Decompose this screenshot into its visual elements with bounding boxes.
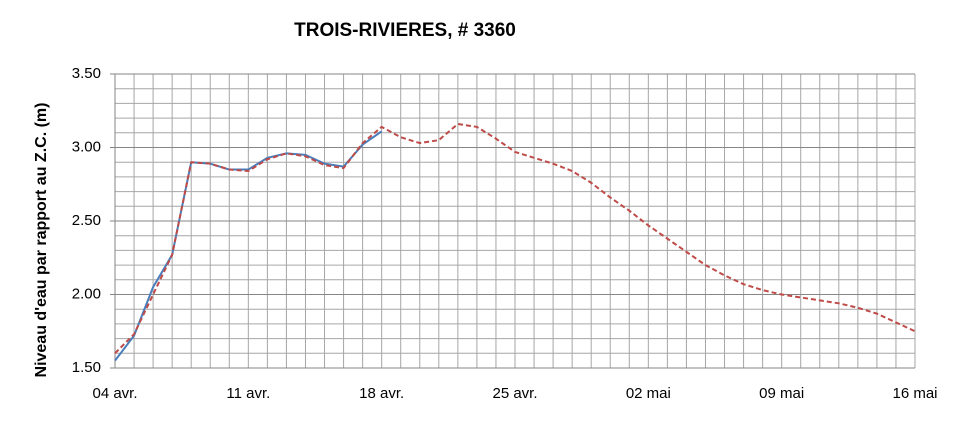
x-tick-label: 25 avr. [492,385,537,402]
x-tick-label: 09 mai [759,385,804,402]
series-line [114,130,383,362]
y-tick-label: 3.50 [72,65,101,82]
chart-title: TROIS-RIVIERES, # 3360 [294,20,516,41]
x-tick-label: 16 mai [892,385,937,402]
y-axis-label: Niveau d'eau par rapport au Z.C. (m) [33,103,50,378]
x-tick-label: 18 avr. [359,385,404,402]
y-tick-label: 2.50 [72,212,101,229]
series-line [114,122,916,355]
x-tick-label: 04 avr. [92,385,137,402]
x-tick-label: 11 avr. [226,385,270,402]
y-tick-label: 3.00 [72,138,101,155]
x-tick-label: 02 mai [626,385,671,402]
y-tick-label: 2.00 [72,285,101,302]
y-tick-label: 1.50 [72,359,101,376]
